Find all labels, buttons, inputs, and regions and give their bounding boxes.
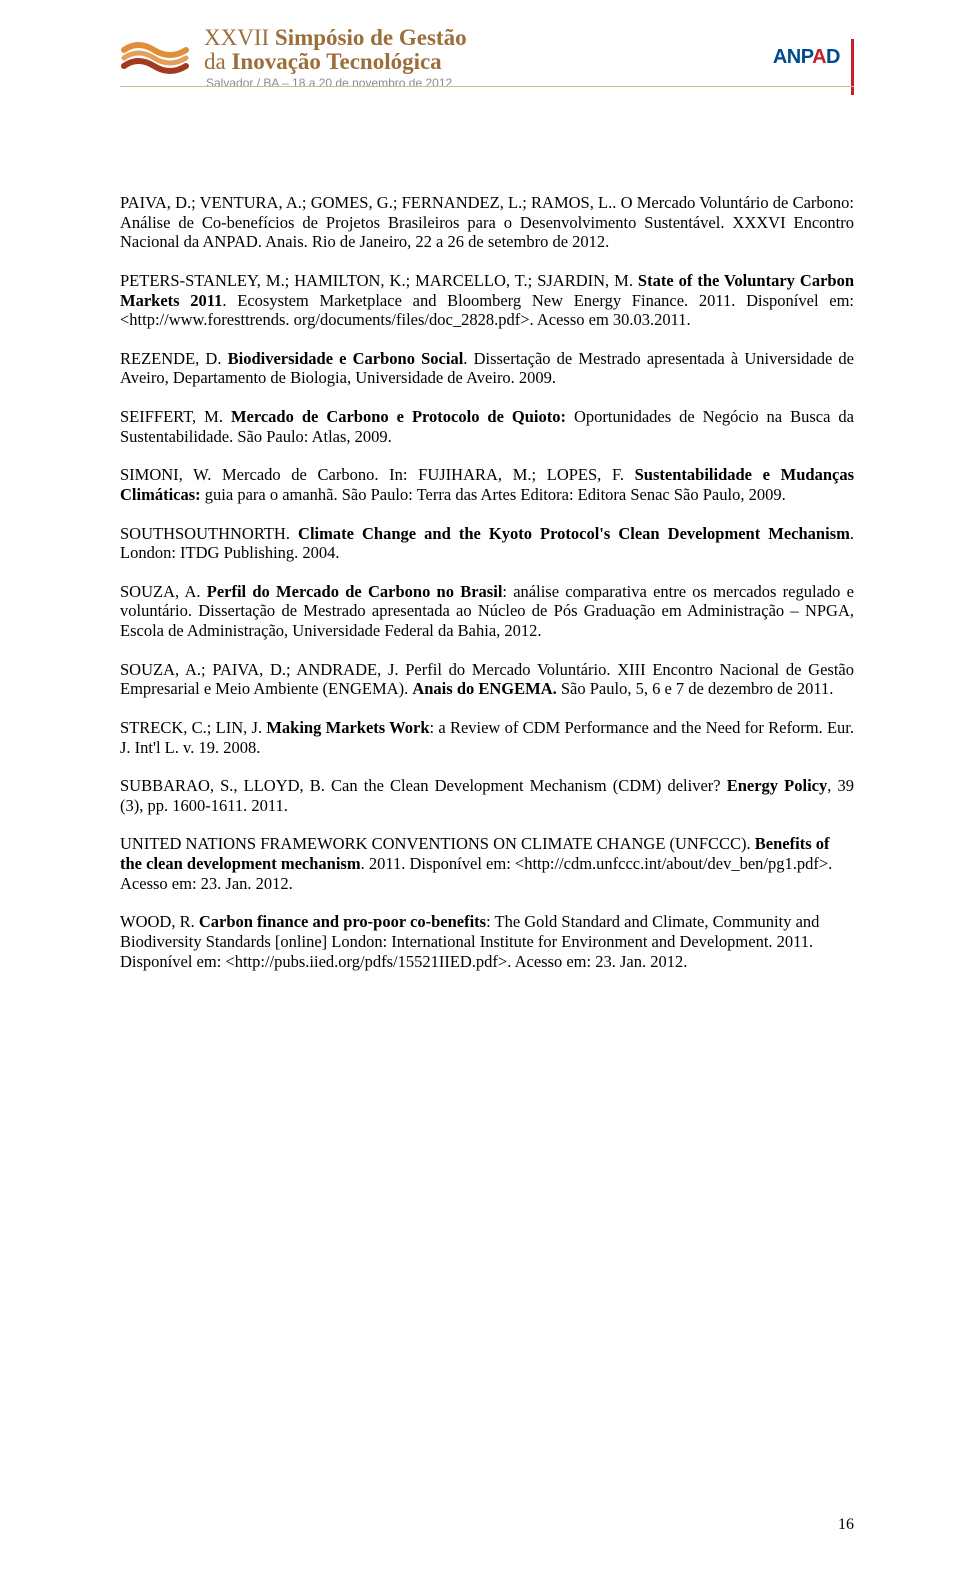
title-bold-1: Simpósio de Gestão	[275, 25, 467, 50]
ref-unfccc: UNITED NATIONS FRAMEWORK CONVENTIONS ON …	[120, 834, 854, 893]
ref-southnorth: SOUTHSOUTHNORTH. Climate Change and the …	[120, 524, 854, 563]
anpad-b: D	[826, 46, 840, 68]
header-right: ANPAD	[773, 46, 854, 69]
anpad-logo: ANPAD	[773, 46, 840, 69]
ref-peters: PETERS-STANLEY, M.; HAMILTON, K.; MARCEL…	[120, 271, 854, 330]
ref-subbarao: SUBBARAO, S., LLOYD, B. Can the Clean De…	[120, 776, 854, 815]
anpad-a: ANP	[773, 46, 812, 68]
title-prefix: XXVII	[204, 25, 275, 50]
title-bold-2: Inovação Tecnológica	[231, 49, 441, 74]
ref-souza-paiva: SOUZA, A.; PAIVA, D.; ANDRADE, J. Perfil…	[120, 660, 854, 699]
ref-wood: WOOD, R. Carbon finance and pro-poor co-…	[120, 912, 854, 971]
ref-streck: STRECK, C.; LIN, J. Making Markets Work:…	[120, 718, 854, 757]
page-header: XXVII Simpósio de Gestão da Inovação Tec…	[120, 26, 854, 90]
title-prefix-2: da	[204, 49, 231, 74]
event-title-line2: da Inovação Tecnológica	[204, 50, 467, 74]
ref-seiffert: SEIFFERT, M. Mercado de Carbono e Protoc…	[120, 407, 854, 446]
ref-paiva: PAIVA, D.; VENTURA, A.; GOMES, G.; FERNA…	[120, 193, 854, 252]
header-left: XXVII Simpósio de Gestão da Inovação Tec…	[120, 26, 467, 90]
chain-logo-icon	[120, 36, 190, 80]
references-body: PAIVA, D.; VENTURA, A.; GOMES, G.; FERNA…	[120, 193, 854, 990]
event-title-line1: XXVII Simpósio de Gestão	[204, 26, 467, 50]
ref-rezende: REZENDE, D. Biodiversidade e Carbono Soc…	[120, 349, 854, 388]
ref-souza-a: SOUZA, A. Perfil do Mercado de Carbono n…	[120, 582, 854, 641]
anpad-red: A	[812, 46, 826, 68]
event-title-block: XXVII Simpósio de Gestão da Inovação Tec…	[204, 26, 467, 90]
ref-simoni: SIMONI, W. Mercado de Carbono. In: FUJIH…	[120, 465, 854, 504]
header-rule	[120, 86, 854, 87]
event-subtitle: Salvador / BA – 18 a 20 de novembro de 2…	[206, 77, 467, 90]
bar-icon	[851, 39, 854, 95]
page-number: 16	[838, 1516, 854, 1534]
